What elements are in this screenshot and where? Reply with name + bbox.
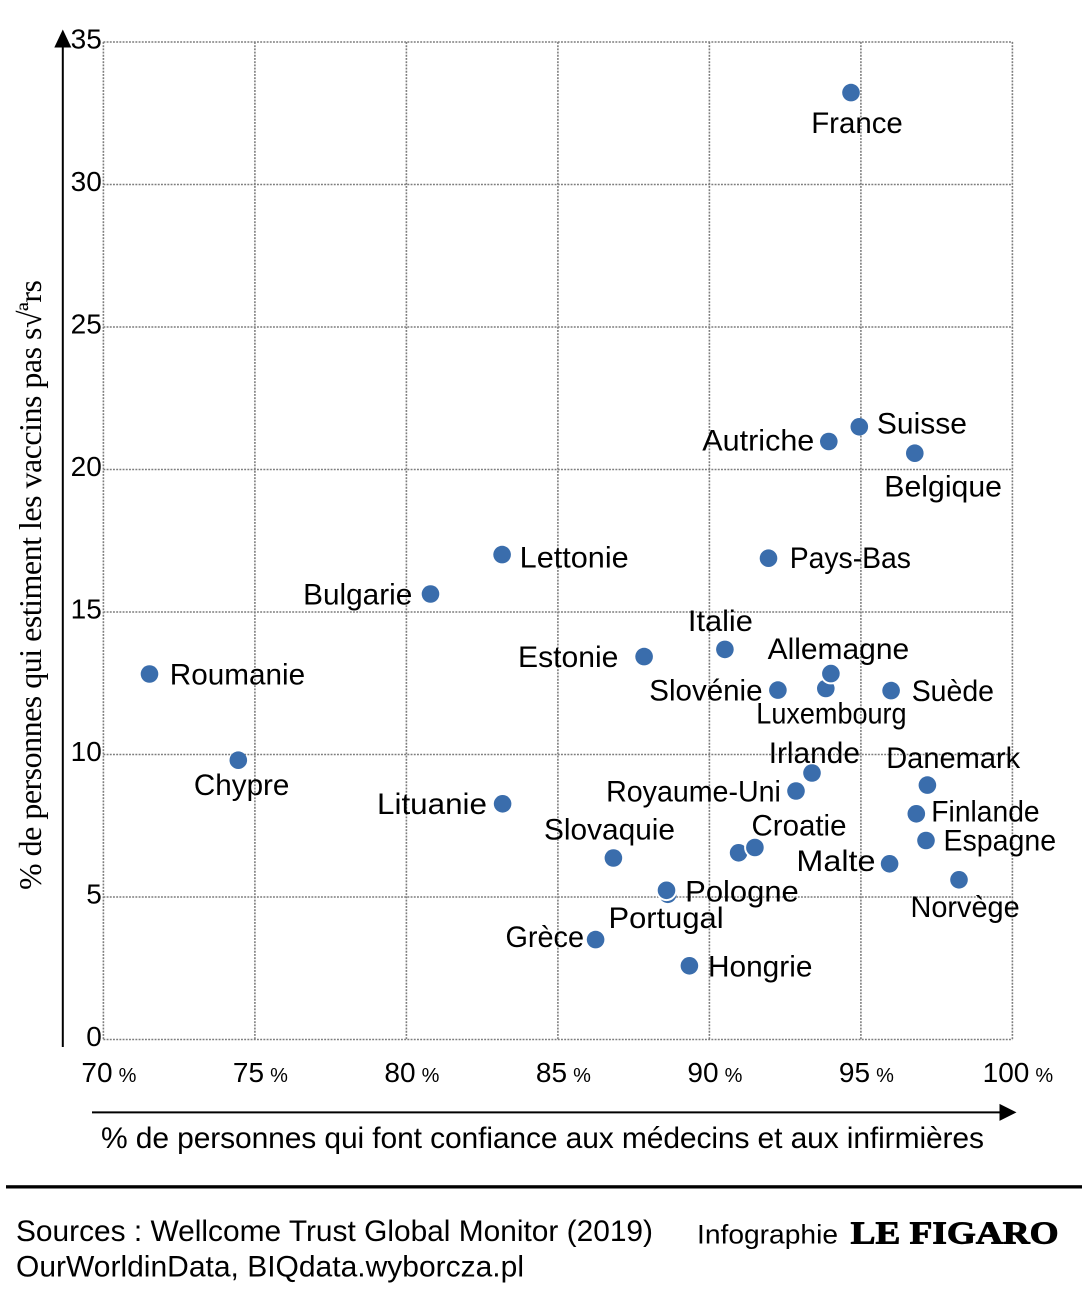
svg-text:Chypre: Chypre (194, 769, 290, 802)
svg-text:LE FIGARO: LE FIGARO (851, 1215, 1059, 1251)
svg-text:Slovénie: Slovénie (649, 675, 762, 708)
svg-text:Espagne: Espagne (944, 825, 1057, 858)
svg-text:France: France (811, 107, 903, 140)
svg-text:Belgique: Belgique (884, 471, 1002, 504)
svg-text:Danemark: Danemark (886, 742, 1021, 775)
svg-text:75%: 75% (233, 1057, 288, 1088)
svg-text:Luxembourg: Luxembourg (756, 698, 906, 731)
svg-text:Irlande: Irlande (769, 737, 860, 770)
svg-text:Allemagne: Allemagne (768, 633, 910, 666)
svg-text:Hongrie: Hongrie (708, 950, 812, 983)
svg-text:20: 20 (71, 451, 102, 482)
svg-text:OurWorldinData, BIQdata.wyborc: OurWorldinData, BIQdata.wyborcza.pl (16, 1251, 524, 1284)
svg-text:Slovaquie: Slovaquie (544, 814, 675, 847)
svg-text:Infographie: Infographie (697, 1220, 838, 1250)
svg-text:Autriche: Autriche (702, 425, 814, 458)
svg-text:Portugal: Portugal (609, 902, 724, 935)
svg-text:Suède: Suède (912, 675, 994, 708)
svg-text:30: 30 (71, 166, 102, 197)
svg-text:15: 15 (71, 594, 102, 625)
svg-text:Grèce: Grèce (506, 921, 585, 954)
svg-text:Lituanie: Lituanie (377, 788, 487, 821)
svg-text:Bulgarie: Bulgarie (303, 579, 412, 612)
svg-text:25: 25 (71, 309, 102, 340)
svg-text:Croatie: Croatie (752, 810, 847, 843)
svg-text:5: 5 (86, 879, 102, 910)
svg-text:Suisse: Suisse (877, 407, 967, 440)
svg-text:Italie: Italie (688, 605, 753, 638)
svg-text:Norvège: Norvège (911, 891, 1020, 924)
svg-text:% de personnes qui estiment le: % de personnes qui estiment les vaccins … (12, 280, 48, 890)
svg-text:100%: 100% (983, 1057, 1054, 1088)
svg-text:Roumanie: Roumanie (170, 659, 305, 692)
svg-text:Lettonie: Lettonie (520, 542, 629, 575)
svg-text:35: 35 (71, 24, 102, 55)
svg-text:Estonie: Estonie (518, 641, 618, 674)
svg-text:Sources : Wellcome Trust Globa: Sources : Wellcome Trust Global Monitor … (16, 1215, 653, 1248)
svg-text:Royaume-Uni: Royaume-Uni (606, 776, 781, 809)
svg-text:% de personnes qui font confia: % de personnes qui font confiance aux mé… (101, 1122, 984, 1155)
svg-text:Pays-Bas: Pays-Bas (790, 542, 911, 575)
svg-text:0: 0 (86, 1021, 102, 1052)
svg-text:10: 10 (71, 736, 102, 767)
svg-text:Finlande: Finlande (931, 796, 1039, 829)
svg-text:Malte: Malte (796, 845, 875, 878)
svg-text:Pologne: Pologne (685, 876, 799, 909)
